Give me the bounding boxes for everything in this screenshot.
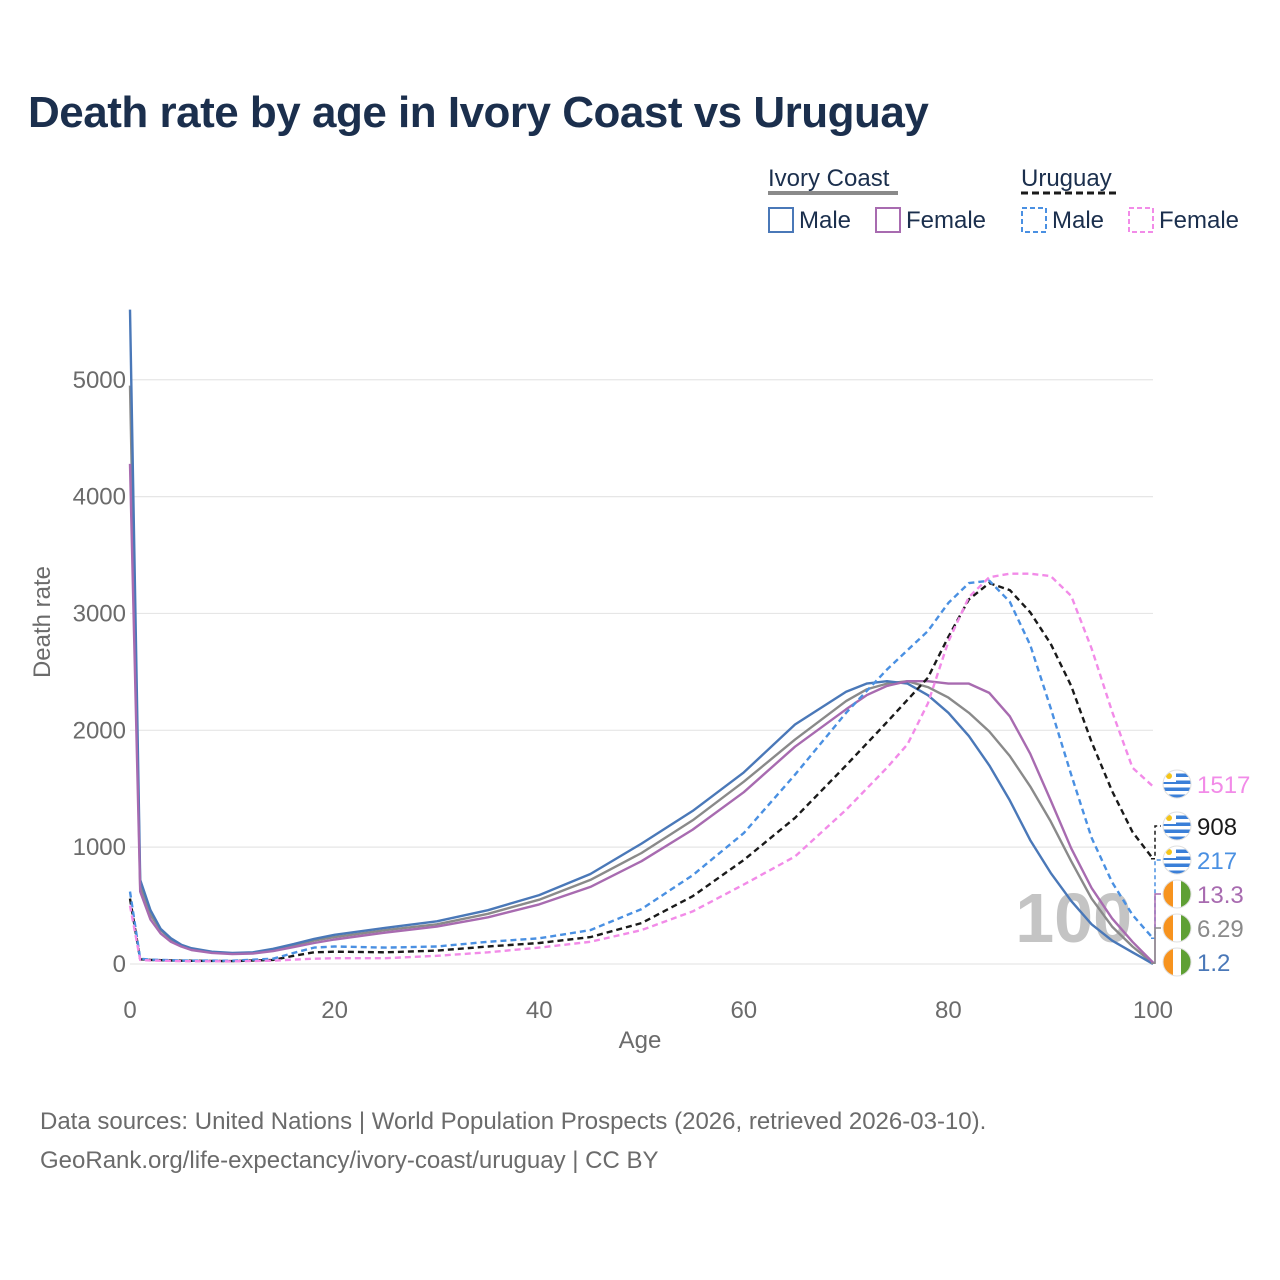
legend-item-label: Male: [1052, 207, 1104, 234]
legend-item-label: Male: [799, 207, 851, 234]
x-tick-label: 0: [123, 997, 136, 1024]
y-tick-label: 4000: [73, 484, 126, 511]
legend-group-label: Uruguay: [1021, 165, 1112, 192]
x-tick-label: 20: [321, 997, 348, 1024]
end-label[interactable]: 908: [1162, 811, 1237, 841]
legend-group-uruguay[interactable]: Uruguay: [1021, 165, 1119, 195]
end-label-connector: [1151, 825, 1161, 860]
uruguay-flag-icon: [1162, 811, 1192, 841]
legend-item-label: Female: [1159, 207, 1239, 234]
series-line-uruguay-total[interactable]: [128, 581, 1154, 963]
series-line-uruguay-male[interactable]: [128, 579, 1154, 962]
source-line-1: Data sources: United Nations | World Pop…: [40, 1108, 987, 1135]
legend-group-label: Ivory Coast: [768, 165, 890, 192]
end-label[interactable]: 1.2: [1162, 947, 1230, 977]
legend-swatch: [1021, 207, 1047, 233]
end-label-connector: [1151, 859, 1161, 940]
x-axis-label: Age: [619, 1027, 662, 1054]
y-tick-label: 0: [113, 951, 126, 978]
chart-title: Death rate by age in Ivory Coast vs Urug…: [28, 88, 929, 137]
legend-item-label: Female: [906, 207, 986, 234]
legend-swatch: [768, 207, 794, 233]
series-line-ivory-coast-total[interactable]: [128, 385, 1154, 965]
end-labels: 1517 908 217 13.3 6.29 1.2: [1162, 769, 1250, 977]
end-label-value: 1517: [1197, 772, 1250, 799]
legend-item-ivory-coast-female[interactable]: Female: [875, 207, 986, 234]
y-tick-labels: 0 1000 2000 3000 4000 5000: [73, 367, 126, 978]
series-line-uruguay-female[interactable]: [128, 572, 1154, 963]
gridlines: [130, 379, 1153, 965]
y-tick-label: 2000: [73, 717, 126, 744]
end-label-connector: [1151, 927, 1161, 965]
ivory-coast-flag-icon: [1162, 947, 1192, 977]
series-lines: [128, 309, 1154, 965]
x-tick-label: 100: [1133, 997, 1173, 1024]
uruguay-flag-icon: [1162, 845, 1192, 875]
ivory-coast-flag-icon: [1162, 913, 1192, 943]
legend-swatch: [875, 207, 901, 233]
legend-item-uruguay-male[interactable]: Male: [1021, 207, 1104, 234]
x-tick-label: 60: [730, 997, 757, 1024]
end-label-connectors: [1151, 825, 1161, 965]
y-tick-label: 5000: [73, 367, 126, 394]
uruguay-flag-icon: [1162, 769, 1192, 799]
end-label-value: 908: [1197, 814, 1237, 841]
legend-swatch: [1128, 207, 1154, 233]
legend-group-ivory-coast[interactable]: Ivory Coast: [768, 165, 898, 195]
x-tick-label: 80: [935, 997, 962, 1024]
legend-item-uruguay-female[interactable]: Female: [1128, 207, 1239, 234]
x-tick-label: 40: [526, 997, 553, 1024]
source-line-2: GeoRank.org/life-expectancy/ivory-coast/…: [40, 1147, 659, 1174]
end-label-value: 6.29: [1197, 916, 1244, 943]
year-watermark: 100: [1015, 879, 1132, 957]
end-label[interactable]: 1517: [1162, 769, 1250, 799]
end-label-value: 1.2: [1197, 950, 1230, 977]
series-line-ivory-coast-male[interactable]: [128, 309, 1154, 965]
ivory-coast-flag-icon: [1162, 879, 1192, 909]
x-tick-labels: 0 20 40 60 80 100: [123, 997, 1173, 1024]
y-tick-label: 1000: [73, 834, 126, 861]
end-label-value: 217: [1197, 848, 1237, 875]
legend-item-ivory-coast-male[interactable]: Male: [768, 207, 851, 234]
end-label-value: 13.3: [1197, 882, 1244, 909]
y-axis-label: Death rate: [29, 566, 56, 678]
series-line-ivory-coast-female[interactable]: [128, 463, 1154, 964]
end-label[interactable]: 217: [1162, 845, 1237, 875]
legend: Ivory Coast Uruguay Male Female Male Fem…: [768, 165, 1239, 234]
end-label[interactable]: 13.3: [1162, 879, 1244, 909]
y-tick-label: 3000: [73, 600, 126, 627]
chart: 0 1000 2000 3000 4000 5000 0 20 40 60 80 100 100 1…: [29, 165, 1250, 1054]
end-label[interactable]: 6.29: [1162, 913, 1244, 943]
